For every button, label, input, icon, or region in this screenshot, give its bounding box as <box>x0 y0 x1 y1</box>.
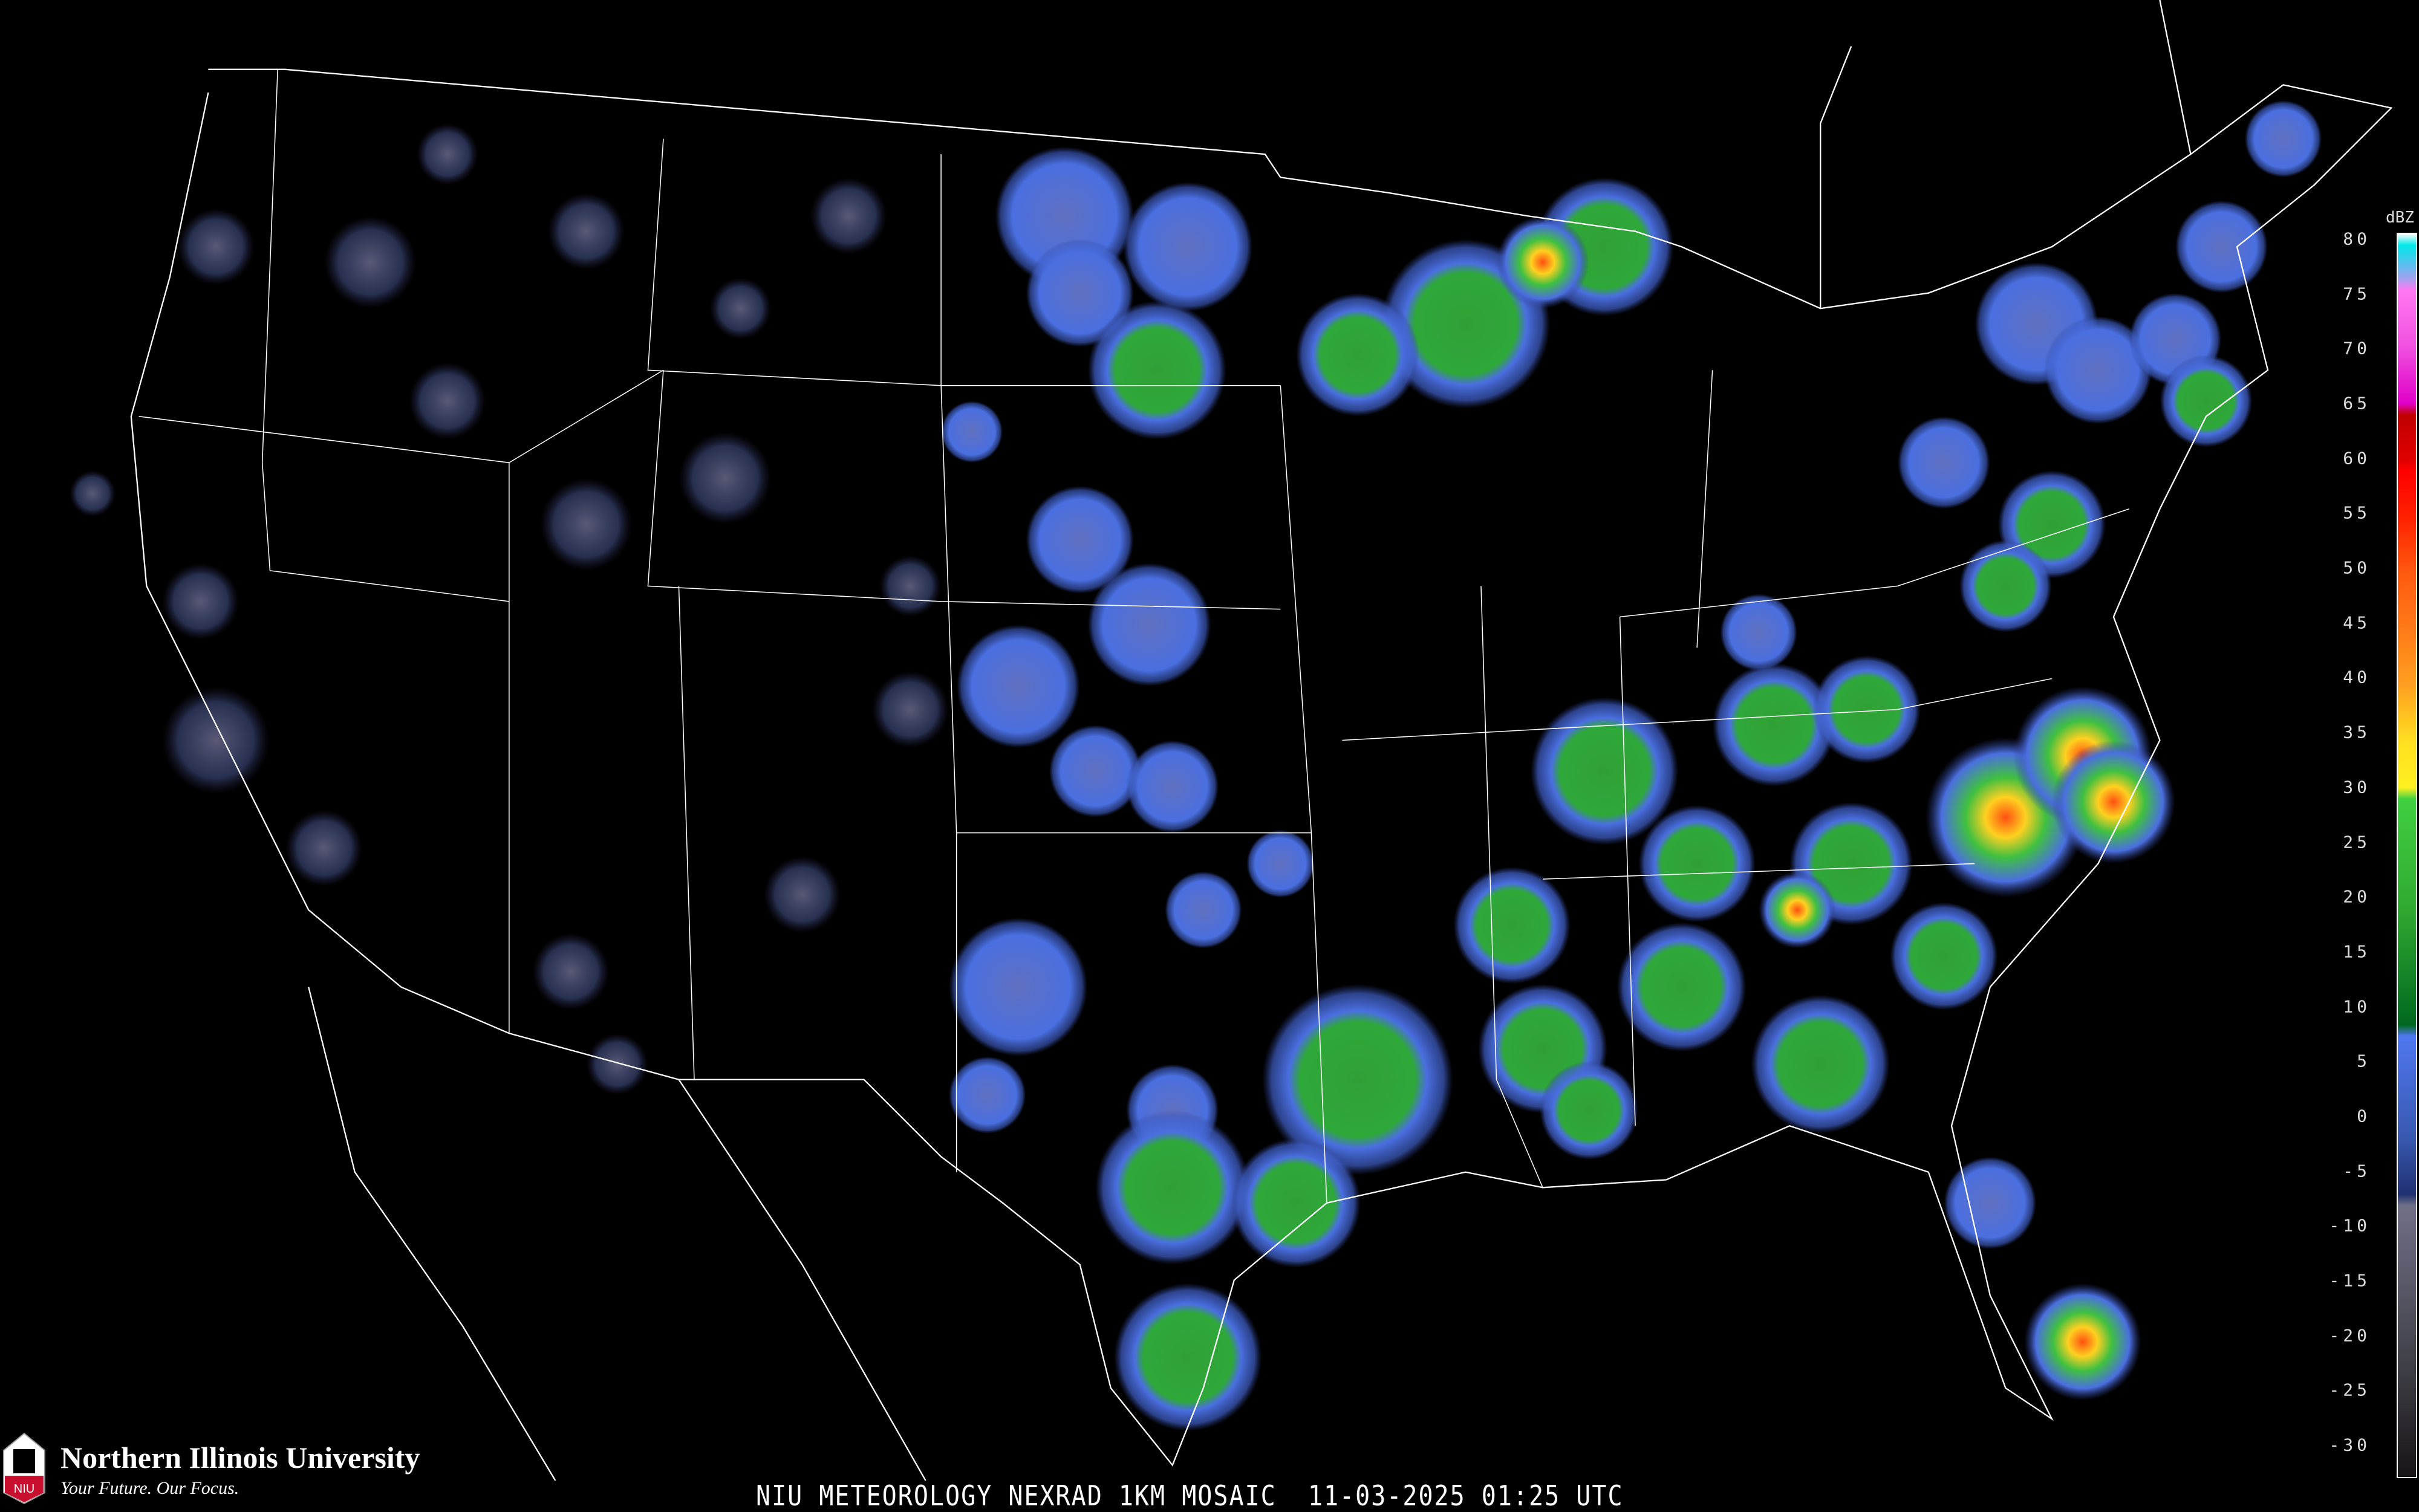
radar-echo <box>1087 563 1211 687</box>
canada-mexico-coast <box>308 0 2192 1481</box>
product-title: NIU METEOROLOGY NEXRAD 1KM MOSAIC <box>756 1480 1277 1512</box>
colorbar-tick-label: -10 <box>2329 1215 2371 1236</box>
radar-echo <box>2044 316 2152 424</box>
colorbar-tick-label: 35 <box>2343 722 2371 742</box>
colorbar-tick-label: 20 <box>2343 886 2371 907</box>
radar-echo <box>2244 100 2322 178</box>
colorbar-tick-label: 5 <box>2357 1051 2371 1071</box>
valid-time: 11-03-2025 01:25 UTC <box>1307 1480 1624 1512</box>
colorbar-tick-label: 75 <box>2343 284 2371 304</box>
radar-echo <box>1453 866 1571 984</box>
radar-echo <box>586 1033 648 1095</box>
radar-echo <box>416 123 478 186</box>
radar-echo <box>1496 216 1589 309</box>
radar-echo <box>1720 594 1797 671</box>
colorbar-tick-label: -15 <box>2329 1270 2371 1291</box>
map-title: NIU METEOROLOGY NEXRAD 1KM MOSAIC 11-03-… <box>756 1481 1624 1512</box>
radar-echo <box>1812 655 1921 764</box>
radar-echo <box>1126 740 1219 833</box>
radar-echo <box>956 625 1080 748</box>
radar-echo <box>941 401 1003 463</box>
colorbar-tick-label: 25 <box>2343 832 2371 852</box>
colorbar-tick-label: 40 <box>2343 667 2371 687</box>
radar-echo <box>1113 1283 1262 1432</box>
radar-echo <box>324 216 417 309</box>
radar-echo <box>2175 200 2268 293</box>
colorbar-tick-label: 80 <box>2343 229 2371 249</box>
colorbar-tick-label: 70 <box>2343 338 2371 359</box>
radar-echo <box>1262 984 1454 1175</box>
colorbar-tick-label: 50 <box>2343 557 2371 578</box>
radar-echo <box>539 478 633 571</box>
radar-echo <box>547 192 625 270</box>
radar-echo <box>1638 805 1756 923</box>
university-tagline: Your Future. Our Focus. <box>60 1478 239 1498</box>
reflectivity-colorbar <box>2397 233 2417 1478</box>
radar-echo <box>679 432 772 525</box>
boundary-lines <box>130 0 2393 1481</box>
colorbar-tick-label: -20 <box>2329 1325 2371 1346</box>
radar-echo <box>1231 1138 1361 1268</box>
radar-echo <box>1165 871 1242 949</box>
niu-shield-icon: NIU <box>3 1432 45 1505</box>
radar-echo <box>1530 697 1679 845</box>
svg-text:NIU: NIU <box>14 1482 34 1496</box>
radar-echo <box>161 686 270 794</box>
radar-echo <box>532 933 610 1010</box>
colorbar-tick-label: 60 <box>2343 448 2371 469</box>
university-name: Northern Illinois University <box>60 1441 420 1475</box>
radar-echo <box>879 555 942 617</box>
colorbar-tick-label: 30 <box>2343 777 2371 797</box>
colorbar-tick-label: 0 <box>2357 1106 2371 1126</box>
radar-echo <box>1616 922 1747 1052</box>
radar-echo <box>1897 416 1990 509</box>
radar-echo <box>1751 994 1890 1134</box>
radar-echo <box>1539 1061 1639 1160</box>
radar-echo <box>2023 1283 2141 1401</box>
radar-echo <box>1959 539 2052 632</box>
radar-echo <box>1087 300 1227 440</box>
radar-echo <box>161 563 239 640</box>
radar-echo <box>1759 871 1836 949</box>
us-outline <box>130 68 2393 1467</box>
radar-echo <box>69 470 116 517</box>
radar-echo <box>285 810 363 887</box>
radar-echo <box>948 1056 1026 1134</box>
colorbar-tick-label: 10 <box>2343 996 2371 1017</box>
colorbar-tick-label: -30 <box>2329 1435 2371 1455</box>
colorbar-tick-label: 55 <box>2343 502 2371 523</box>
radar-echo <box>1095 1110 1250 1265</box>
radar-echo <box>1026 239 1134 347</box>
radar-echo <box>1049 724 1142 818</box>
colorbar-tick-label: 65 <box>2343 393 2371 414</box>
radar-echo <box>1246 829 1315 898</box>
state-borders <box>138 69 2129 1203</box>
colorbar-tick-label: -25 <box>2329 1380 2371 1400</box>
radar-echo <box>1123 182 1253 312</box>
radar-echo <box>709 277 772 340</box>
radar-echo <box>810 177 887 255</box>
radar-echo <box>1890 902 1998 1010</box>
colorbar-unit-label: dBZ <box>2386 209 2414 227</box>
radar-echo <box>2051 740 2175 864</box>
colorbar-tick-label: -5 <box>2343 1161 2371 1181</box>
radar-echo <box>2160 354 2253 447</box>
colorbar-tick-label: 15 <box>2343 941 2371 962</box>
radar-echo <box>1026 485 1134 594</box>
niu-logo: NIU Northern Illinois University Your Fu… <box>0 1427 435 1508</box>
radar-echo <box>1295 293 1419 417</box>
radar-echo <box>763 855 841 933</box>
radar-echo <box>948 917 1088 1057</box>
radar-echo <box>871 670 949 748</box>
radar-echo <box>177 208 255 285</box>
radar-echo <box>1944 1157 2037 1250</box>
radar-echo <box>409 362 486 440</box>
radar-echo <box>1712 663 1836 787</box>
radar-echoes <box>69 100 2322 1432</box>
colorbar-tick-label: 45 <box>2343 612 2371 633</box>
